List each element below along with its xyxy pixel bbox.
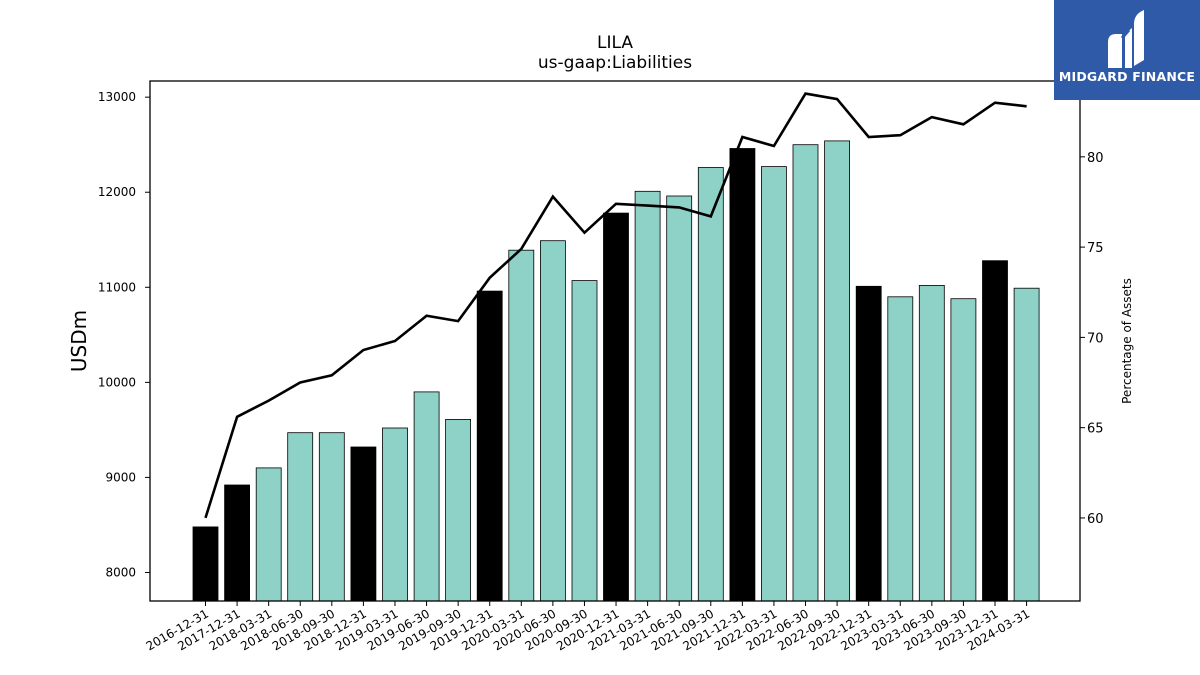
bar (666, 195, 693, 602)
y-tick-label: 12000 (98, 185, 136, 199)
bar (761, 166, 787, 602)
bar (318, 432, 345, 602)
right-axis: 60 65 70 75 80 (1080, 151, 1104, 527)
y2-axis-label: Percentage of Assets (1120, 278, 1134, 404)
y-tick-label: 11000 (98, 280, 136, 294)
bar (950, 298, 977, 602)
y2-tick-label: 75 (1087, 241, 1104, 256)
bar (255, 467, 282, 602)
midgard-logo-icon (1108, 10, 1144, 68)
bar (887, 296, 914, 602)
bar (382, 427, 408, 602)
bar (287, 432, 314, 602)
line-series (204, 92, 1027, 519)
chart-title: LILA (597, 33, 633, 53)
y-tick-label: 10000 (98, 375, 136, 389)
bar (982, 260, 1008, 602)
bar (918, 284, 945, 602)
bar (350, 446, 377, 602)
y-axis-label: USDm (67, 310, 91, 372)
bar (1013, 287, 1040, 602)
left-axis: 8000 9000 10000 11000 12000 13000 (98, 90, 150, 579)
y2-tick-label: 80 (1087, 151, 1104, 166)
y2-tick-label: 70 (1087, 331, 1104, 346)
bar (508, 249, 535, 602)
y-tick-label: 13000 (98, 90, 136, 104)
bar (697, 167, 724, 602)
y2-tick-label: 65 (1087, 422, 1104, 437)
y2-tick-label: 60 (1087, 512, 1104, 527)
bar-series (192, 140, 1040, 602)
bar (824, 140, 850, 602)
bar (634, 190, 661, 602)
bar (603, 212, 629, 602)
bar (476, 290, 503, 602)
percentage-line (204, 92, 1027, 519)
y-tick-label: 8000 (105, 565, 136, 579)
y-tick-label: 9000 (105, 470, 136, 484)
bar (224, 484, 251, 602)
chart-subtitle: us-gaap:Liabilities (538, 53, 692, 73)
plot-frame (149, 80, 1081, 602)
bar (413, 391, 440, 602)
bar (855, 285, 882, 602)
bar (192, 526, 219, 602)
bar (792, 144, 819, 602)
bar (445, 418, 472, 602)
x-axis: 2016-12-312017-12-312018-03-312018-06-30… (144, 601, 1032, 653)
bar (540, 240, 566, 602)
brand-name: MIDGARD FINANCE (1058, 69, 1196, 84)
bar (729, 148, 756, 602)
brand-logo: MIDGARD FINANCE (1054, 0, 1200, 100)
bar (571, 280, 598, 602)
